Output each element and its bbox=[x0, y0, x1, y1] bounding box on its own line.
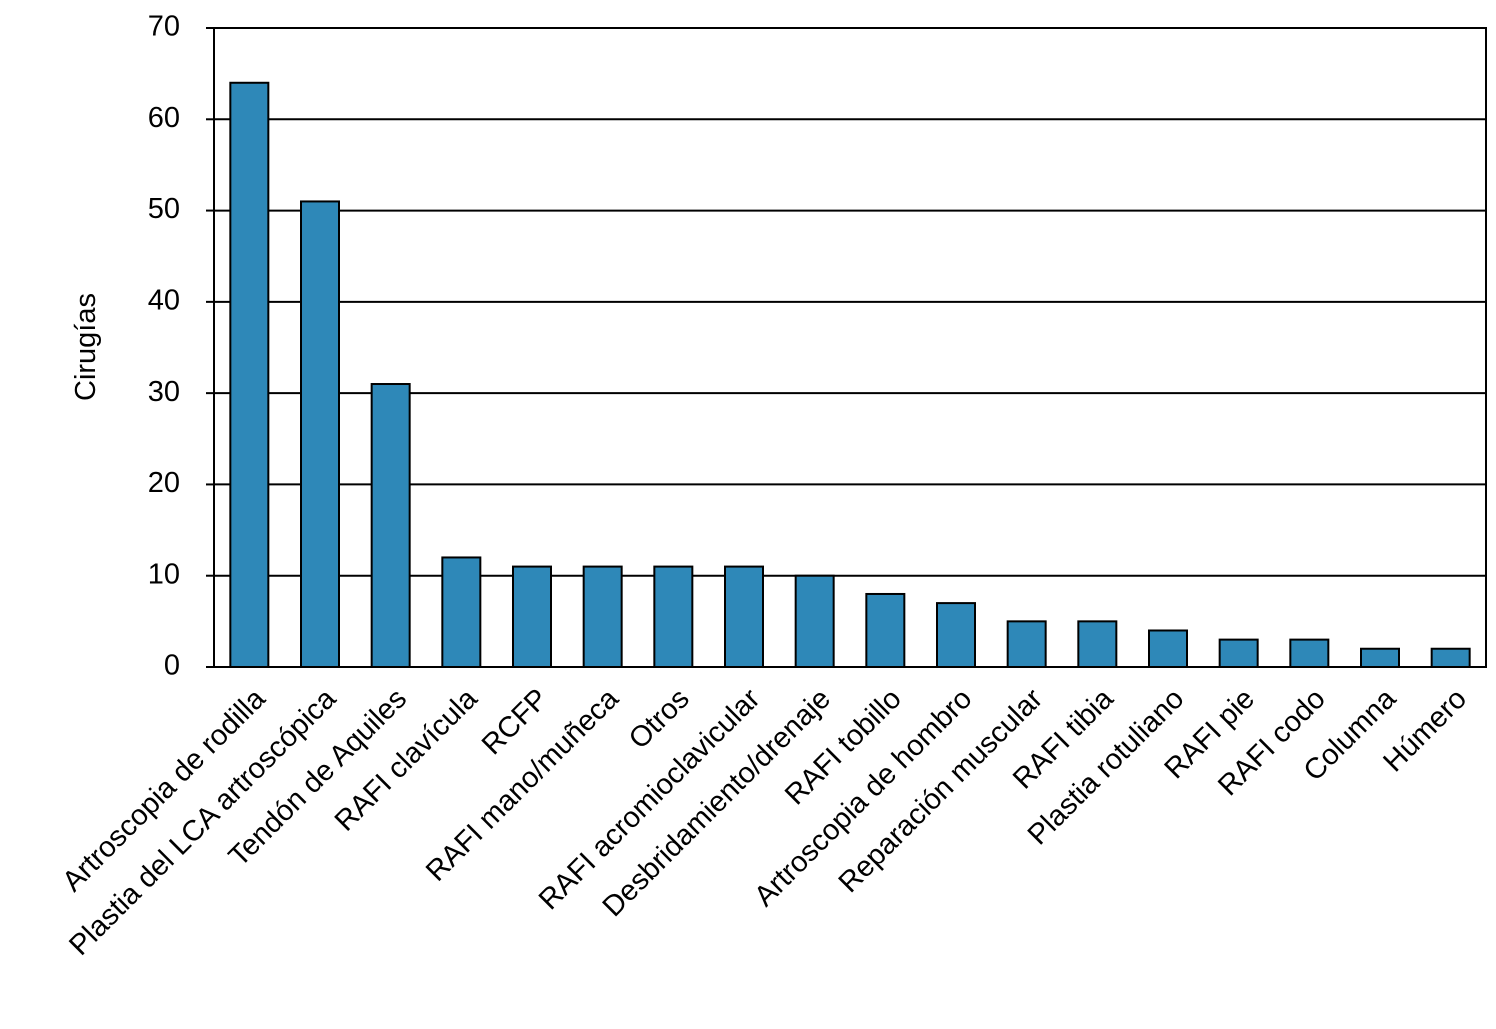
bar bbox=[936, 602, 976, 668]
y-tick-label: 40 bbox=[148, 285, 180, 317]
bar bbox=[1077, 620, 1118, 668]
y-axis-label: Cirugías bbox=[70, 293, 102, 401]
y-tick-label: 0 bbox=[164, 650, 180, 682]
bar bbox=[865, 592, 906, 669]
bar bbox=[1148, 629, 1188, 669]
y-tick-label: 60 bbox=[148, 102, 180, 134]
bar bbox=[370, 383, 411, 668]
bar bbox=[1006, 620, 1047, 668]
x-tick-label: Plastia del LCA artroscópica bbox=[63, 682, 343, 962]
y-tick-label: 50 bbox=[148, 193, 180, 225]
bar bbox=[724, 565, 764, 668]
y-tick-label: 30 bbox=[148, 376, 180, 408]
bar bbox=[1360, 647, 1400, 669]
bar bbox=[582, 565, 623, 668]
bar bbox=[1289, 638, 1330, 668]
plot-frame bbox=[213, 27, 1487, 668]
bar bbox=[441, 556, 482, 669]
bar bbox=[653, 565, 694, 668]
bar bbox=[1430, 647, 1471, 669]
y-tick-label: 10 bbox=[148, 558, 180, 590]
bar bbox=[229, 81, 270, 669]
bar bbox=[1218, 638, 1259, 668]
bar bbox=[512, 565, 552, 668]
y-tick-label: 70 bbox=[148, 11, 180, 43]
y-tick-label: 20 bbox=[148, 467, 180, 499]
bar bbox=[794, 574, 835, 669]
bar bbox=[300, 200, 340, 668]
